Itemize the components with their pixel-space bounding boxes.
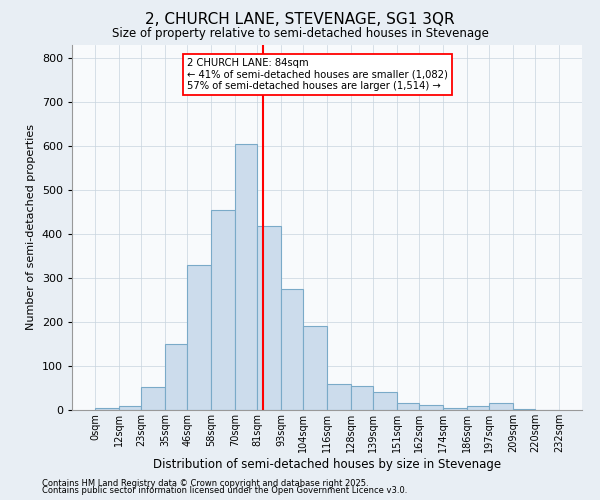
Bar	[235, 144, 257, 410]
Text: Size of property relative to semi-detached houses in Stevenage: Size of property relative to semi-detach…	[112, 28, 488, 40]
Bar	[95, 408, 119, 410]
Text: 2, CHURCH LANE, STEVENAGE, SG1 3QR: 2, CHURCH LANE, STEVENAGE, SG1 3QR	[145, 12, 455, 28]
Bar	[467, 406, 489, 410]
Bar	[351, 386, 373, 410]
Bar	[303, 326, 327, 410]
X-axis label: Distribution of semi-detached houses by size in Stevenage: Distribution of semi-detached houses by …	[153, 458, 501, 470]
Bar	[489, 404, 513, 410]
Bar	[373, 392, 397, 410]
Text: Contains HM Land Registry data © Crown copyright and database right 2025.: Contains HM Land Registry data © Crown c…	[42, 478, 368, 488]
Y-axis label: Number of semi-detached properties: Number of semi-detached properties	[26, 124, 36, 330]
Bar	[327, 384, 351, 410]
Bar	[397, 404, 419, 410]
Bar	[513, 409, 535, 410]
Bar	[281, 289, 303, 410]
Bar	[211, 210, 235, 410]
Text: Contains public sector information licensed under the Open Government Licence v3: Contains public sector information licen…	[42, 486, 407, 495]
Bar	[141, 387, 165, 410]
Bar	[419, 404, 443, 410]
Bar	[165, 344, 187, 410]
Bar	[119, 406, 141, 410]
Bar	[443, 408, 467, 410]
Text: 2 CHURCH LANE: 84sqm
← 41% of semi-detached houses are smaller (1,082)
57% of se: 2 CHURCH LANE: 84sqm ← 41% of semi-detac…	[187, 58, 448, 92]
Bar	[187, 265, 211, 410]
Bar	[257, 226, 281, 410]
